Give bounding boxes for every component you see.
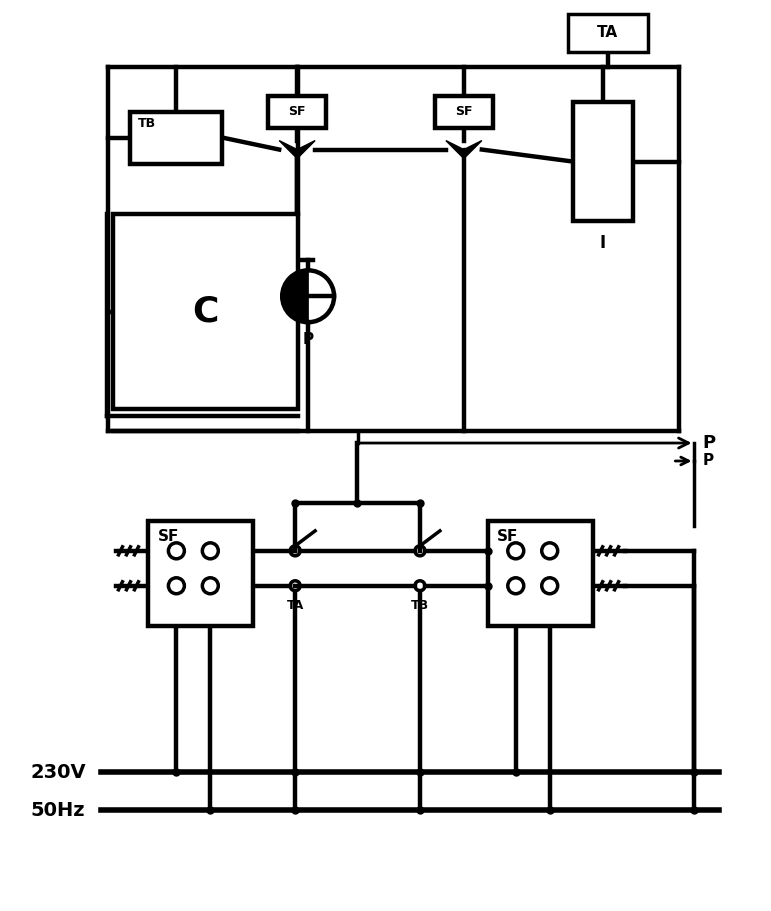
Text: TA: TA <box>597 26 618 40</box>
Text: SF: SF <box>455 105 473 118</box>
Bar <box>130 112 222 164</box>
Text: SF: SF <box>497 529 518 544</box>
Bar <box>149 521 253 626</box>
Text: P: P <box>702 454 713 468</box>
Text: SF: SF <box>157 529 179 544</box>
Text: 50Hz: 50Hz <box>31 801 85 820</box>
Text: TB: TB <box>411 599 429 612</box>
Bar <box>435 96 493 128</box>
Bar <box>113 214 298 409</box>
Bar <box>488 521 593 626</box>
Bar <box>567 14 648 52</box>
Text: SF: SF <box>288 105 306 118</box>
Text: C: C <box>193 295 219 329</box>
Text: I: I <box>600 234 606 252</box>
Bar <box>268 96 326 128</box>
Text: TB: TB <box>137 117 156 129</box>
Text: P: P <box>302 333 314 347</box>
Text: 230V: 230V <box>31 763 86 782</box>
Polygon shape <box>464 140 482 159</box>
Text: P: P <box>702 434 715 452</box>
Text: TA: TA <box>287 599 304 612</box>
Polygon shape <box>446 140 464 159</box>
Polygon shape <box>297 140 315 159</box>
Bar <box>573 102 632 221</box>
Polygon shape <box>279 140 297 159</box>
Polygon shape <box>282 271 308 322</box>
